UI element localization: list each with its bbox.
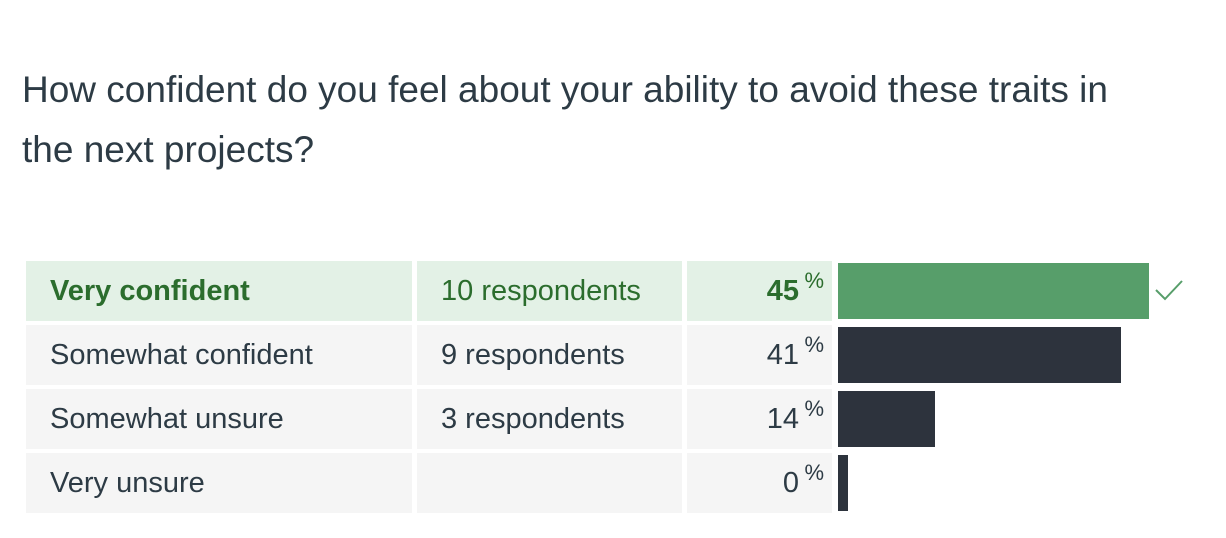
percent-bar: [838, 327, 1121, 383]
answer-label: Very unsure: [26, 453, 412, 513]
answer-row-somewhat-confident: Somewhat confident 9 respondents 41 %: [26, 325, 1206, 385]
answer-percent: 14 %: [687, 389, 832, 449]
percent-symbol: %: [804, 268, 824, 293]
answer-row-very-confident: Very confident 10 respondents 45 %: [26, 261, 1206, 321]
bar-track: [838, 391, 1158, 447]
percent-bar: [838, 455, 848, 511]
answer-label: Very confident: [26, 261, 412, 321]
answer-row-somewhat-unsure: Somewhat unsure 3 respondents 14 %: [26, 389, 1206, 449]
respondent-count: 9 respondents: [417, 325, 682, 385]
bar-track: [838, 327, 1158, 383]
respondent-count: 3 respondents: [417, 389, 682, 449]
answer-percent: 0 %: [687, 453, 832, 513]
percent-value: 41: [766, 339, 799, 371]
respondent-count: [417, 453, 682, 513]
bar-track: [838, 263, 1158, 319]
percent-value: 0: [782, 467, 799, 499]
percent-bar: [838, 263, 1149, 319]
percent-symbol: %: [804, 396, 824, 421]
question-text: How confident do you feel about your abi…: [22, 69, 1108, 170]
percent-symbol: %: [804, 460, 824, 485]
answer-label: Somewhat unsure: [26, 389, 412, 449]
answer-percent: 45 %: [687, 261, 832, 321]
percent-value: 14: [766, 403, 799, 435]
answer-row-very-unsure: Very unsure 0 %: [26, 453, 1206, 513]
percent-value: 45: [766, 275, 799, 307]
answer-percent: 41 %: [687, 325, 832, 385]
percent-symbol: %: [804, 332, 824, 357]
respondent-count: 10 respondents: [417, 261, 682, 321]
checkmark-icon: [1155, 280, 1183, 301]
answer-label: Somewhat confident: [26, 325, 412, 385]
percent-bar: [838, 391, 935, 447]
bar-track: [838, 455, 1158, 511]
